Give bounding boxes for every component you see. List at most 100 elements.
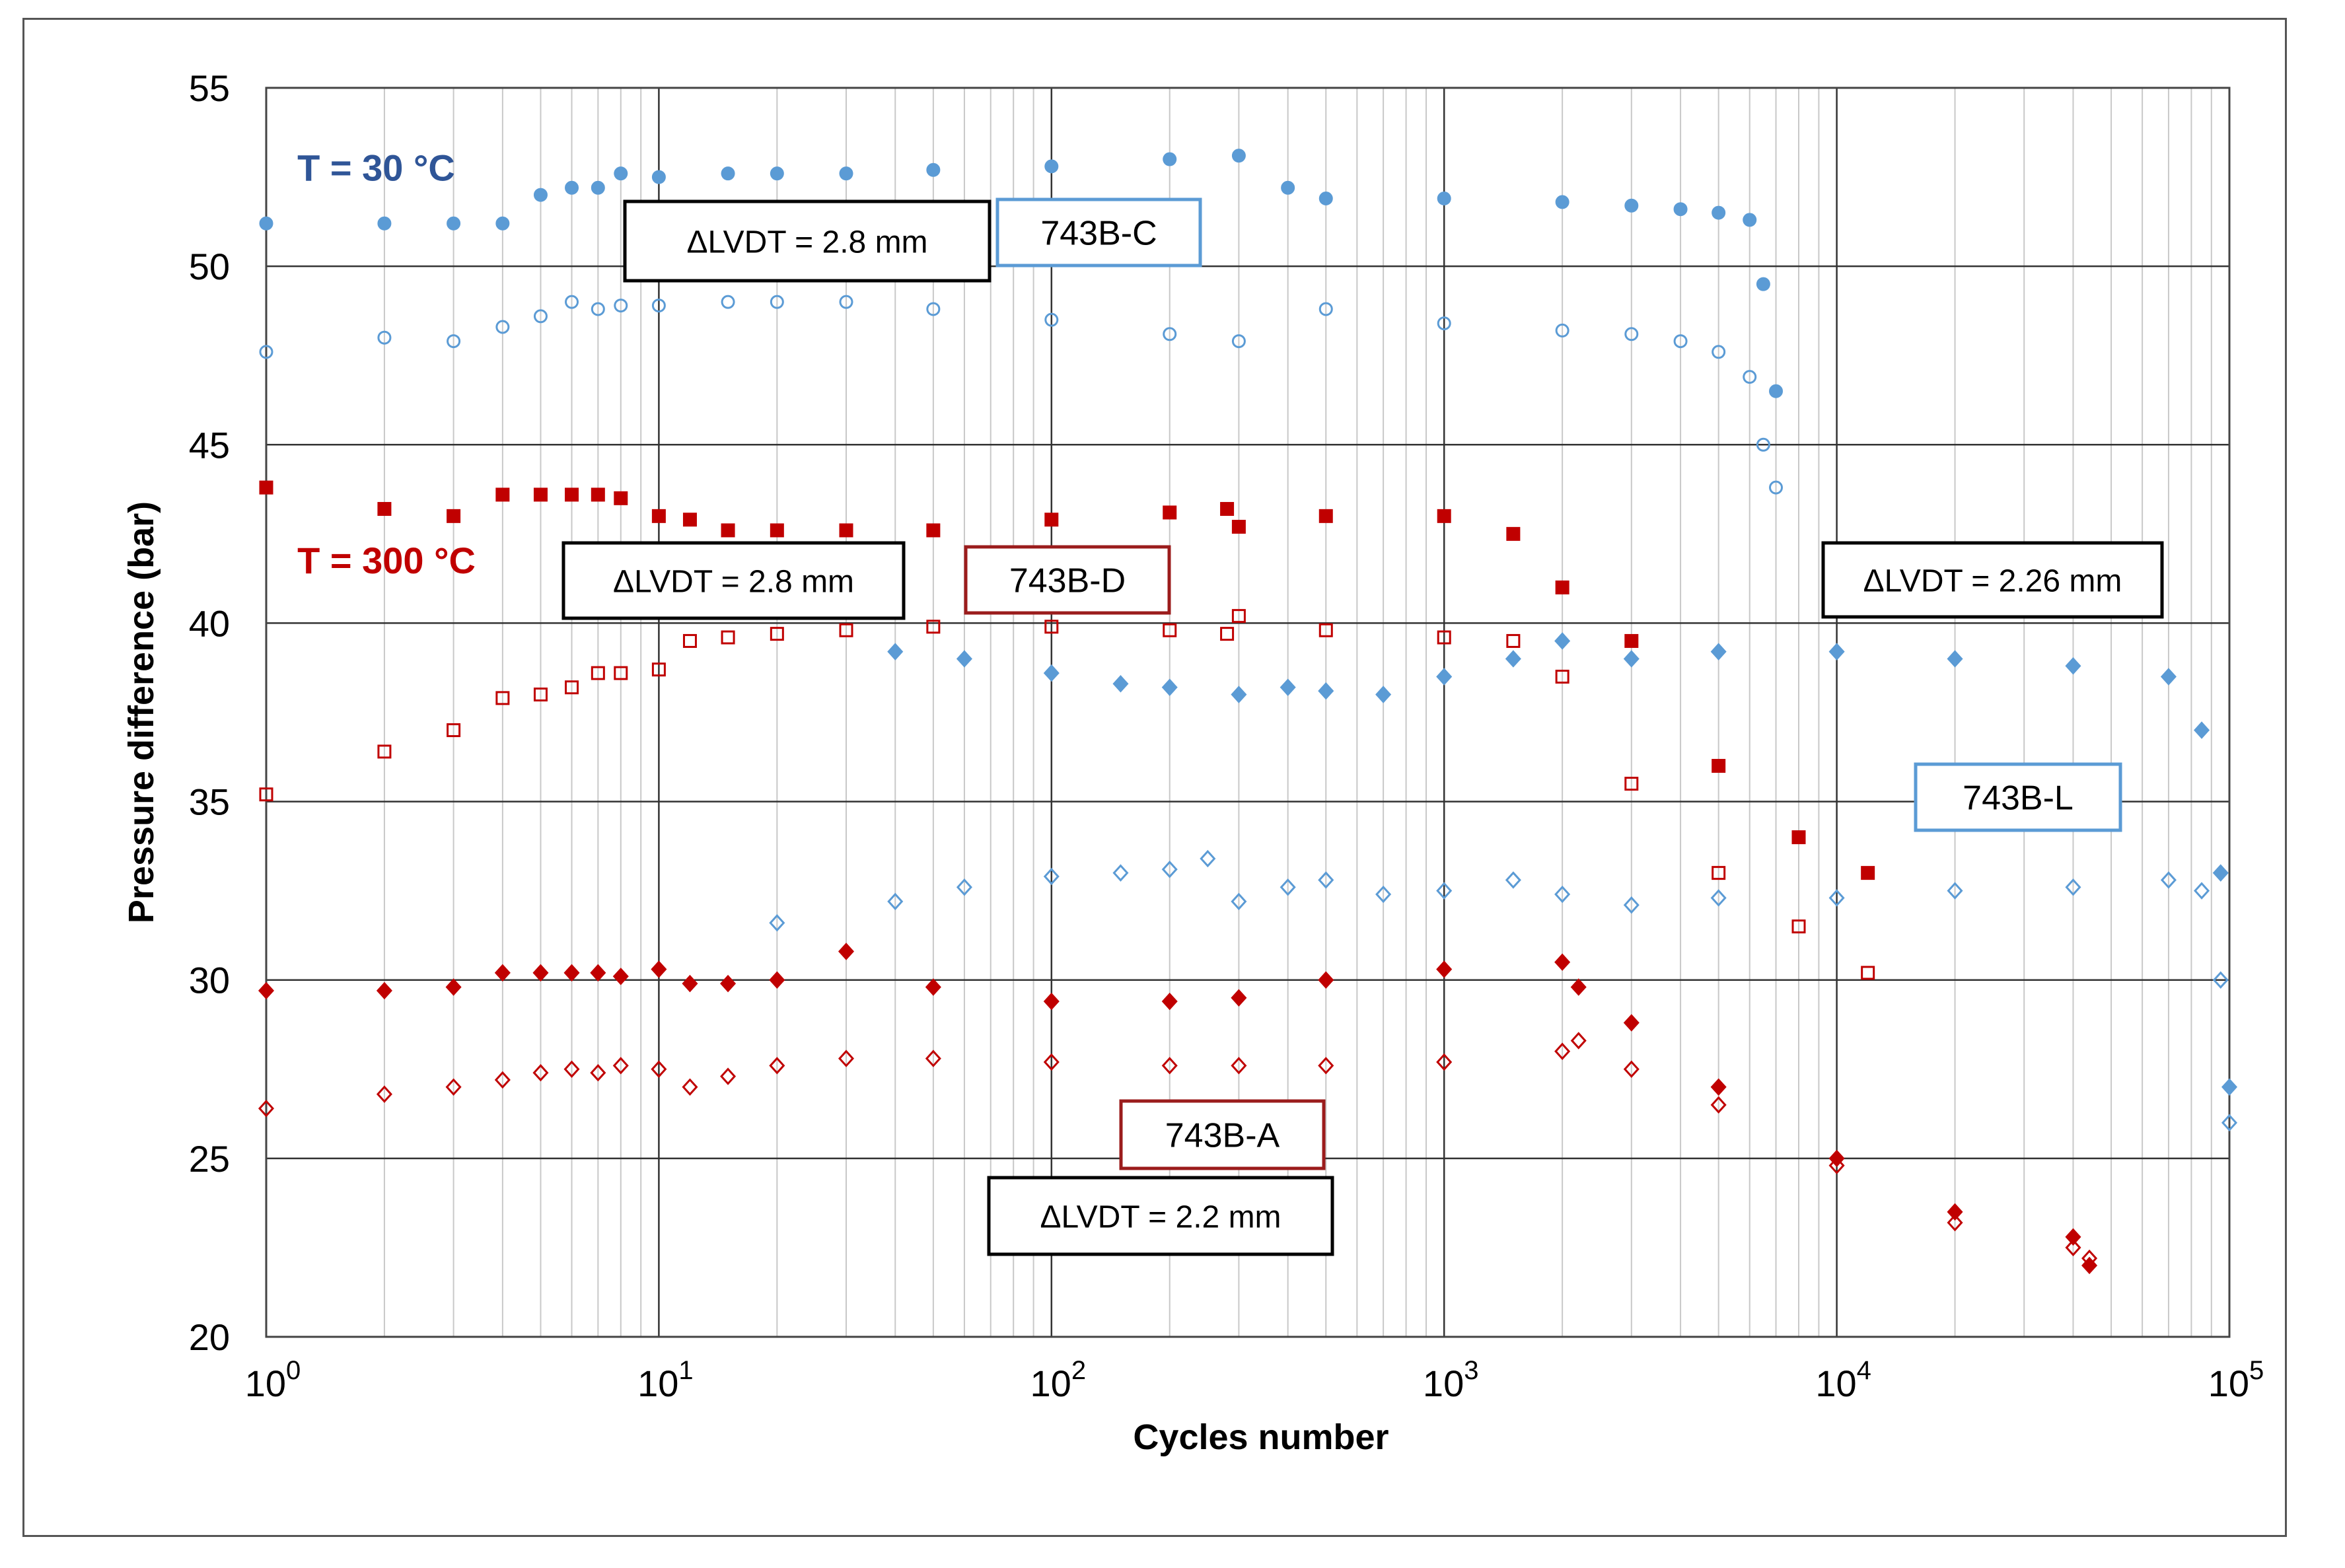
data-point (495, 216, 510, 231)
y-tick-label: 50 (189, 246, 230, 287)
data-point (1673, 202, 1688, 217)
data-point (1712, 205, 1726, 220)
data-point (651, 509, 666, 523)
data-point (1231, 149, 1246, 163)
label-box-border (1119, 1099, 1326, 1170)
data-point (258, 1099, 275, 1118)
y-tick-label: 40 (189, 602, 230, 644)
data-point (1624, 777, 1639, 791)
data-point (1318, 871, 1334, 889)
specimen-label-box: 743B-D (964, 545, 1171, 615)
data-point (1161, 678, 1178, 696)
data-point (887, 892, 904, 911)
data-point (956, 878, 972, 896)
data-point (445, 978, 462, 996)
x-tick-label: 102 (1030, 1356, 1087, 1404)
series-743b-a-min (258, 1032, 2098, 1267)
data-point (494, 964, 511, 982)
label-box-text: ΔLVDT = 2.8 mm (613, 564, 854, 599)
lvdt-label-box: ΔLVDT = 2.26 mm (1821, 541, 2164, 619)
data-point (495, 320, 510, 334)
y-tick-label: 35 (189, 781, 230, 823)
data-point (1710, 643, 1727, 660)
data-point (591, 302, 605, 316)
data-point (1375, 686, 1392, 703)
data-point (1947, 882, 1963, 900)
data-point (1791, 919, 1806, 934)
label-box-text: ΔLVDT = 2.26 mm (1863, 563, 2122, 598)
data-point (447, 723, 461, 738)
data-point (2065, 1238, 2081, 1257)
data-point (769, 971, 785, 989)
x-axis-title: Cycles number (1133, 1417, 1389, 1457)
data-point (258, 981, 275, 1000)
y-axis-tick-labels: 20 25 30 35 40 45 50 55 (189, 67, 230, 1358)
data-point (1044, 159, 1059, 174)
data-point (1947, 650, 1963, 668)
x-tick-label: 101 (637, 1356, 694, 1404)
data-point (1161, 860, 1178, 878)
data-point (1828, 889, 1845, 907)
temperature-label: T = 300 °C (297, 540, 476, 581)
data-point (1163, 505, 1177, 520)
data-point (2221, 1114, 2238, 1132)
data-point (533, 687, 548, 701)
data-point (1828, 643, 1845, 660)
data-point (1712, 759, 1726, 773)
plot-area-border (265, 87, 2231, 1338)
data-point (259, 345, 273, 359)
data-point (1673, 334, 1688, 349)
data-point (532, 1063, 549, 1082)
data-point (1623, 1014, 1640, 1032)
data-point (1231, 334, 1246, 349)
data-point (1624, 327, 1639, 341)
data-point (2212, 864, 2229, 882)
data-point (1375, 885, 1392, 904)
data-point (1743, 370, 1757, 384)
label-box-border (561, 541, 906, 620)
data-point (2160, 871, 2177, 889)
data-point (1112, 864, 1129, 882)
data-point (533, 309, 548, 324)
data-series (258, 149, 2238, 1275)
label-box-text: 743B-L (1963, 779, 2074, 818)
data-point (1769, 480, 1784, 495)
data-point (721, 295, 735, 309)
data-point (1220, 627, 1235, 641)
data-point (1623, 896, 1640, 914)
data-point (1163, 327, 1177, 341)
data-point (887, 643, 904, 660)
data-point (1220, 502, 1235, 517)
data-point (720, 974, 737, 993)
specimen-label-box: 743B-L (1914, 762, 2122, 832)
data-point (839, 523, 853, 538)
x-tick-label: 100 (245, 1356, 301, 1404)
data-point (1161, 1057, 1178, 1075)
data-point (1554, 953, 1571, 971)
data-point (533, 188, 548, 202)
data-point (2065, 1228, 2081, 1246)
data-point (2194, 882, 2210, 900)
data-point (1318, 1057, 1334, 1075)
data-point (494, 1071, 511, 1089)
data-point (1231, 520, 1246, 534)
data-point (1861, 966, 1875, 980)
label-box-border (995, 197, 1202, 267)
data-point (1281, 180, 1295, 195)
data-point (2065, 878, 2081, 896)
data-point (1710, 1078, 1727, 1096)
data-point (1437, 630, 1451, 645)
data-point (447, 216, 461, 231)
data-point (1756, 277, 1770, 291)
data-point (563, 964, 580, 982)
data-point (614, 299, 628, 313)
data-point (1506, 526, 1521, 541)
data-point (682, 1078, 698, 1096)
data-point (1318, 302, 1333, 316)
y-tick-label: 45 (189, 424, 230, 466)
data-point (259, 216, 273, 231)
data-point (2194, 721, 2210, 739)
series-743b-l-min (769, 849, 2238, 1132)
data-point (591, 666, 605, 680)
data-point (1554, 885, 1571, 904)
